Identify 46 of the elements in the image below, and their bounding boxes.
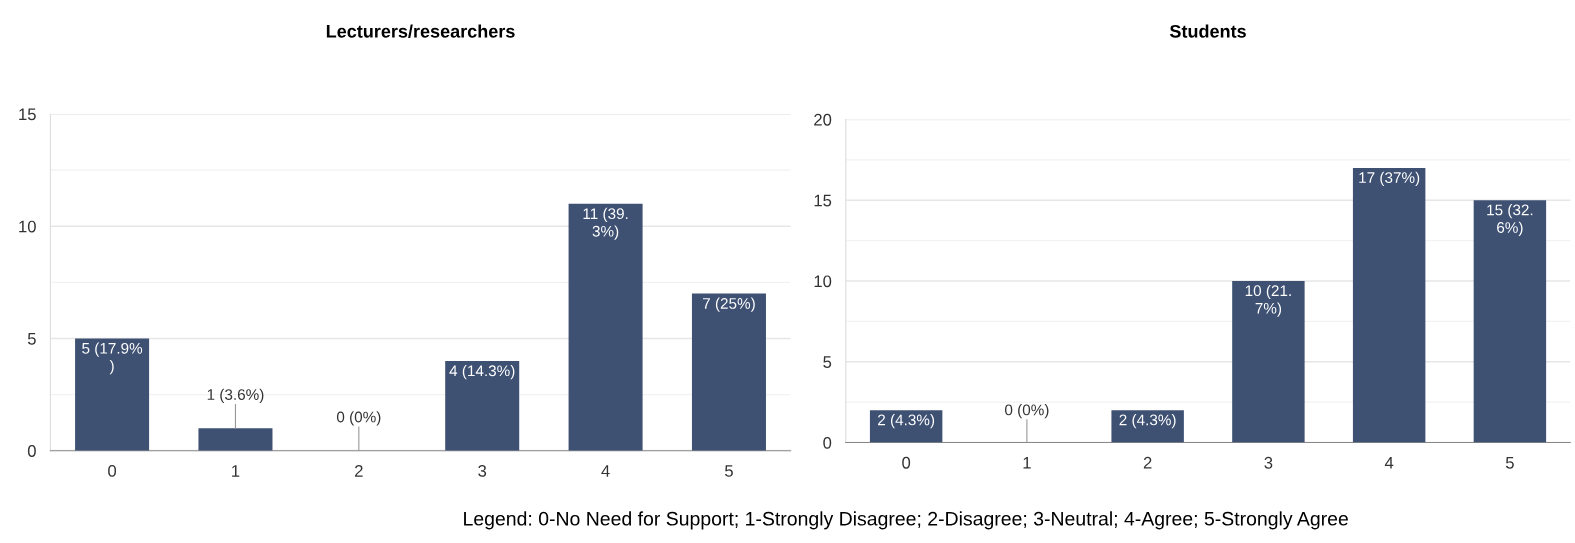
- data-label: 0 (0%): [1005, 404, 1049, 419]
- x-tick-label: 3: [1264, 456, 1273, 469]
- bar: [869, 410, 943, 443]
- x-tick-label: 4: [601, 465, 610, 477]
- bar: [1232, 281, 1305, 443]
- data-label: 17 (37%): [1359, 171, 1420, 187]
- data-label: 5 (17.9% ): [82, 342, 143, 375]
- x-tick-label: 2: [355, 465, 363, 477]
- y-tick-label: 20: [814, 113, 832, 126]
- bar: [691, 293, 766, 451]
- bar: [1352, 167, 1426, 443]
- bar: [568, 203, 643, 451]
- chart-title: Lecturers/researchers: [326, 24, 515, 38]
- x-tick-label: 1: [1023, 457, 1031, 469]
- y-tick-label: 15: [19, 108, 36, 121]
- x-tick-label: 3: [478, 465, 487, 477]
- data-label: 0 (0%): [336, 411, 381, 426]
- bar: [1111, 410, 1184, 443]
- y-tick-label: 15: [814, 194, 832, 207]
- bar: [445, 360, 520, 451]
- data-label: 7 (25%): [703, 297, 755, 312]
- chart-title: Students: [1169, 24, 1246, 38]
- bar: [75, 338, 150, 451]
- bar: [1473, 200, 1547, 443]
- data-label: 11 (39. 3%): [583, 207, 628, 240]
- x-tick-label: 4: [1384, 457, 1394, 469]
- data-label: 15 (32. 6%): [1487, 204, 1533, 236]
- data-label: 10 (21. 7%): [1245, 284, 1291, 317]
- data-label: 2 (4.3%): [878, 414, 935, 429]
- y-tick-label: 5: [823, 356, 832, 368]
- x-tick-label: 2: [1143, 456, 1152, 469]
- y-tick-label: 10: [814, 275, 832, 288]
- x-tick-label: 5: [1505, 457, 1514, 469]
- x-tick-label: 0: [108, 465, 117, 477]
- x-tick-label: 5: [724, 465, 733, 477]
- data-label: 4 (14.3%): [449, 364, 515, 380]
- data-label: 2 (4.3%): [1119, 414, 1176, 429]
- x-tick-label: 0: [902, 456, 911, 469]
- y-tick-label: 10: [19, 220, 36, 233]
- data-label: 1 (3.6%): [207, 388, 264, 403]
- y-tick-label: 0: [27, 445, 36, 457]
- bar: [198, 428, 273, 451]
- y-tick-label: 5: [27, 333, 36, 345]
- y-tick-label: 0: [823, 436, 832, 449]
- text: Legend: 0-No Need for Support; 1-Strongly Disagree; 2-Disagree; 3-Neutral; 4-Agree; 5-Strongly Agree: [464, 511, 1348, 530]
- x-tick-label: 1: [232, 465, 240, 477]
